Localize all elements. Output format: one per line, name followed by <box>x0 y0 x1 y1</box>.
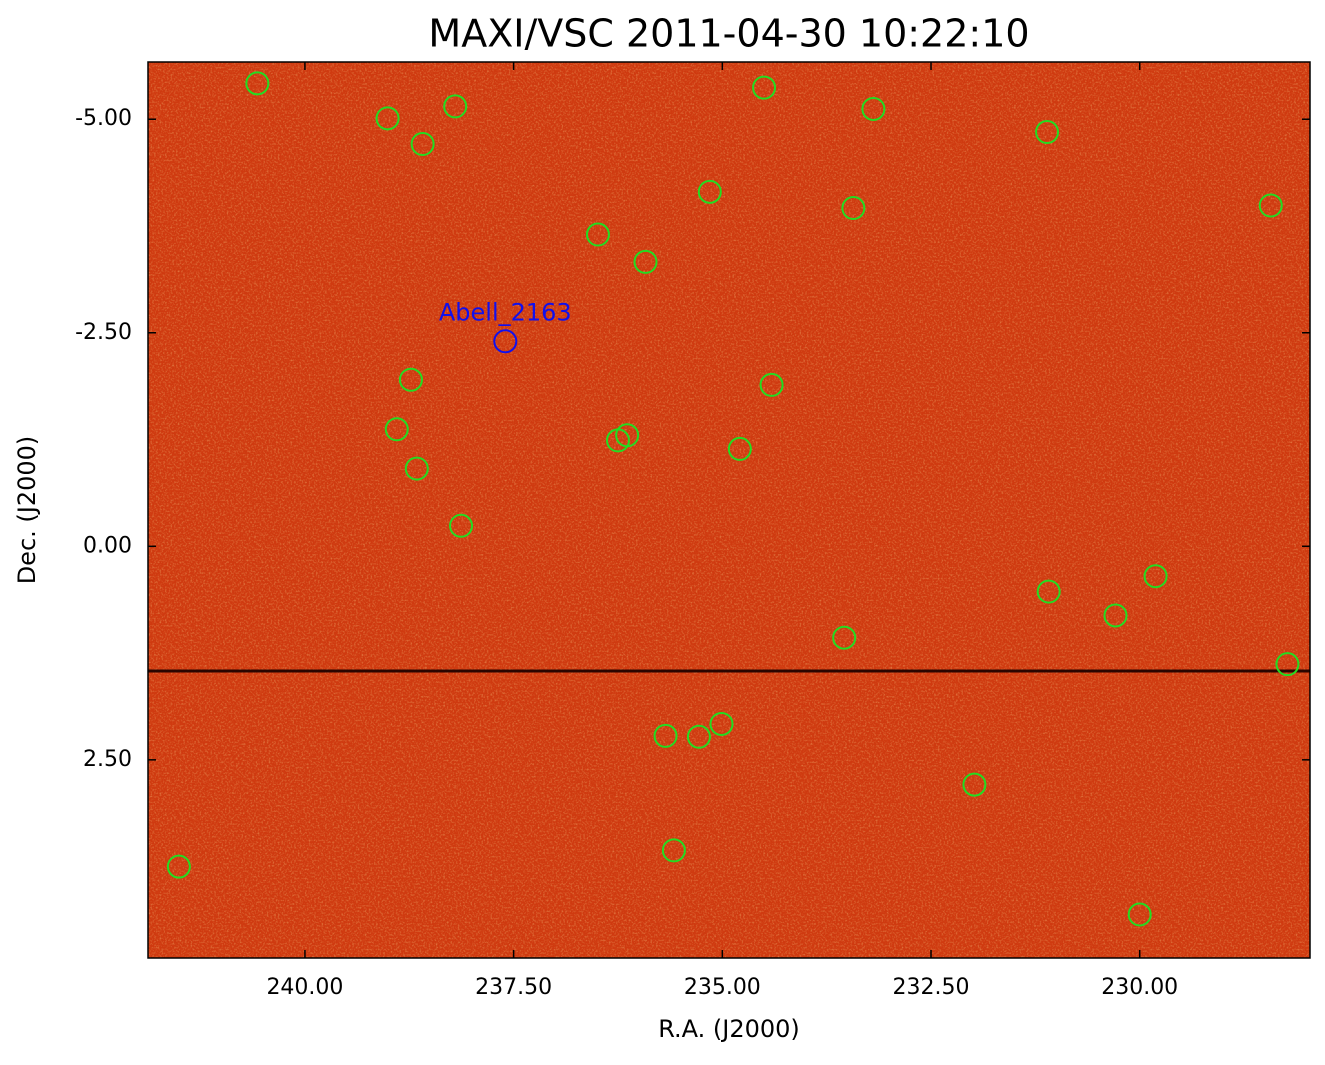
source-marker <box>1036 579 1061 604</box>
y-tick-label: -5.00 <box>75 106 132 131</box>
source-marker <box>841 196 866 221</box>
source-marker <box>384 417 409 442</box>
x-tick-label: 232.50 <box>893 975 970 1000</box>
source-marker <box>1275 652 1300 677</box>
source-marker <box>832 625 857 650</box>
source-marker <box>1258 193 1283 218</box>
source-marker <box>633 249 658 274</box>
chart-title: MAXI/VSC 2011-04-30 10:22:10 <box>428 12 1029 56</box>
x-tick-label: 230.00 <box>1101 975 1178 1000</box>
source-marker <box>962 772 987 797</box>
plot-frame <box>147 61 1311 959</box>
source-marker <box>166 854 191 879</box>
source-marker <box>1143 564 1168 589</box>
x-tick-label: 237.50 <box>475 975 552 1000</box>
source-marker <box>245 71 270 96</box>
source-marker <box>697 179 722 204</box>
source-marker <box>1103 603 1128 628</box>
source-marker <box>410 131 435 156</box>
x-axis-label: R.A. (J2000) <box>658 1015 800 1043</box>
y-tick-label: 0.00 <box>83 533 132 558</box>
source-marker <box>709 711 734 736</box>
source-marker <box>375 106 400 131</box>
source-marker <box>686 724 711 749</box>
source-marker <box>653 723 678 748</box>
source-marker <box>727 436 752 461</box>
source-marker <box>661 838 686 863</box>
y-axis-label: Dec. (J2000) <box>13 436 41 585</box>
source-marker <box>398 367 423 392</box>
y-tick-label: -2.50 <box>75 320 132 345</box>
source-marker <box>585 222 610 247</box>
sky-image <box>148 62 1310 958</box>
source-marker <box>404 456 429 481</box>
source-marker <box>752 75 777 100</box>
source-marker <box>1127 902 1152 927</box>
x-tick-label: 235.00 <box>684 975 761 1000</box>
source-marker <box>449 513 474 538</box>
source-marker <box>443 94 468 119</box>
source-marker <box>1035 120 1060 145</box>
x-tick-label: 240.00 <box>266 975 343 1000</box>
source-marker <box>759 372 784 397</box>
source-marker <box>861 96 886 121</box>
annotation-label: Abell_2163 <box>439 298 572 326</box>
y-tick-label: 2.50 <box>83 747 132 772</box>
annotation-marker <box>493 329 518 354</box>
source-marker <box>615 423 640 448</box>
